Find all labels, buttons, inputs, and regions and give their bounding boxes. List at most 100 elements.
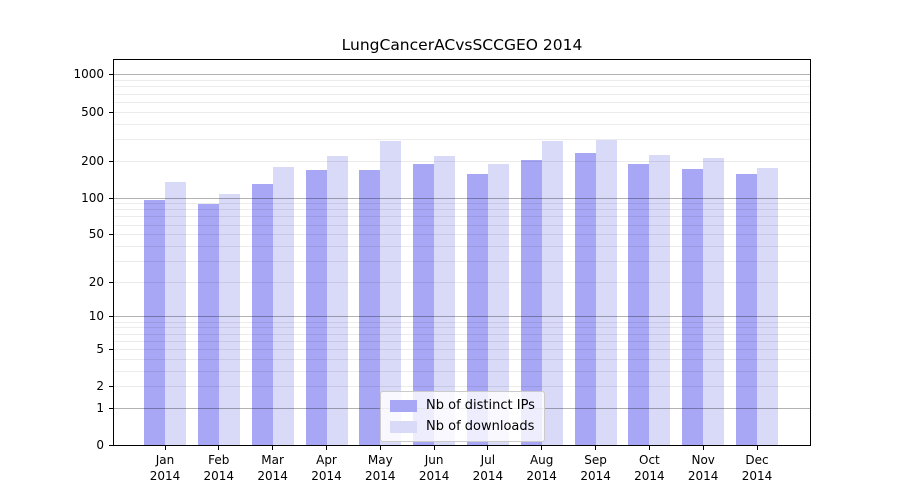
gridline-minor-5 bbox=[114, 348, 810, 350]
bar-downloads-may bbox=[380, 140, 402, 445]
gridline-minor-50 bbox=[114, 234, 810, 236]
x-tick-may bbox=[379, 446, 381, 450]
bar-distinct-ips-nov bbox=[682, 168, 704, 445]
gridline-minor-40 bbox=[114, 245, 810, 247]
gridline-minor-200 bbox=[114, 160, 810, 162]
gridline-minor-60 bbox=[114, 224, 810, 226]
bar-distinct-ips-aug bbox=[520, 159, 542, 445]
gridline-minor-70 bbox=[114, 216, 810, 218]
x-tick-jun bbox=[433, 446, 435, 450]
y-tick-1 bbox=[109, 407, 113, 409]
y-tick-label-20: 20 bbox=[88, 274, 104, 289]
gridline-minor-4 bbox=[114, 358, 810, 360]
bar-distinct-ips-feb bbox=[197, 203, 219, 445]
gridline-minor-9 bbox=[114, 321, 810, 323]
gridline-minor-300 bbox=[114, 138, 810, 140]
bar-distinct-ips-may bbox=[359, 169, 381, 445]
bar-distinct-ips-mar bbox=[251, 184, 273, 445]
y-tick-1000 bbox=[109, 74, 113, 76]
gridline-minor-2 bbox=[114, 386, 810, 388]
gridline-minor-30 bbox=[114, 260, 810, 262]
legend: Nb of distinct IPs Nb of downloads bbox=[380, 391, 545, 442]
y-tick-100 bbox=[109, 197, 113, 199]
y-tick-label-5: 5 bbox=[96, 341, 104, 356]
bar-downloads-jun bbox=[434, 156, 456, 445]
gridline-minor-20 bbox=[114, 281, 810, 283]
x-tick-label-jan: Jan 2014 bbox=[149, 453, 181, 483]
bar-downloads-feb bbox=[218, 194, 240, 445]
y-tick-label-50: 50 bbox=[88, 227, 104, 242]
x-tick-jul bbox=[487, 446, 489, 450]
y-tick-5 bbox=[109, 348, 113, 350]
x-tick-apr bbox=[326, 446, 327, 450]
y-tick-50 bbox=[109, 234, 113, 236]
bar-downloads-apr bbox=[326, 155, 348, 445]
bar-downloads-nov bbox=[703, 158, 725, 445]
x-tick-sep bbox=[595, 446, 597, 450]
gridline-major-10 bbox=[114, 316, 810, 318]
legend-label-distinct-ips: Nb of distinct IPs bbox=[426, 398, 535, 413]
bar-distinct-ips-dec bbox=[736, 173, 757, 445]
gridline-major-1000 bbox=[114, 74, 810, 76]
y-tick-200 bbox=[109, 160, 113, 162]
x-tick-label-oct: Oct 2014 bbox=[634, 453, 665, 483]
x-tick-label-may: May 2014 bbox=[365, 453, 396, 483]
y-tick-label-200: 200 bbox=[81, 153, 104, 168]
bar-distinct-ips-jan bbox=[144, 199, 165, 445]
y-tick-label-10: 10 bbox=[88, 309, 104, 324]
y-tick-label-500: 500 bbox=[81, 104, 104, 119]
chart-title: LungCancerACvsSCCGEO 2014 bbox=[341, 36, 583, 54]
x-tick-nov bbox=[702, 446, 704, 450]
x-tick-dec bbox=[756, 446, 758, 450]
gridline-minor-900 bbox=[114, 80, 810, 82]
gridline-minor-8 bbox=[114, 327, 810, 329]
bar-distinct-ips-jun bbox=[413, 163, 435, 445]
x-tick-label-jul: Jul 2014 bbox=[472, 453, 504, 483]
plot-area bbox=[113, 59, 811, 446]
gridline-minor-700 bbox=[114, 93, 810, 95]
bar-distinct-ips-jul bbox=[466, 173, 488, 445]
bar-downloads-jan bbox=[165, 182, 186, 445]
y-tick-label-0: 0 bbox=[96, 438, 104, 452]
y-tick-500 bbox=[109, 111, 113, 113]
x-tick-label-dec: Dec 2014 bbox=[741, 453, 773, 483]
gridline-major-100 bbox=[114, 197, 810, 199]
x-tick-label-feb: Feb 2014 bbox=[203, 453, 235, 483]
y-tick-2 bbox=[109, 386, 113, 388]
bar-downloads-sep bbox=[595, 140, 617, 445]
bar-downloads-jul bbox=[487, 164, 509, 445]
y-tick-label-100: 100 bbox=[81, 190, 104, 205]
legend-swatch-distinct-ips bbox=[390, 399, 417, 412]
y-tick-20 bbox=[109, 281, 113, 283]
x-tick-label-sep: Sep 2014 bbox=[580, 453, 611, 483]
bar-distinct-ips-apr bbox=[305, 169, 327, 445]
y-tick-label-1: 1 bbox=[96, 400, 104, 415]
bar-distinct-ips-sep bbox=[574, 152, 596, 445]
bar-distinct-ips-oct bbox=[628, 164, 650, 445]
y-tick-label-1000: 1000 bbox=[73, 67, 104, 82]
bar-downloads-mar bbox=[272, 167, 294, 445]
gridline-minor-600 bbox=[114, 101, 810, 103]
legend-label-downloads: Nb of downloads bbox=[426, 419, 535, 434]
bar-downloads-aug bbox=[541, 140, 563, 445]
x-tick-mar bbox=[272, 446, 274, 450]
x-tick-feb bbox=[218, 446, 220, 450]
gridline-minor-400 bbox=[114, 123, 810, 125]
x-tick-label-mar: Mar 2014 bbox=[257, 453, 288, 483]
legend-item-distinct-ips: Nb of distinct IPs bbox=[390, 398, 535, 413]
bar-downloads-dec bbox=[757, 168, 778, 445]
gridline-minor-6 bbox=[114, 340, 810, 342]
legend-swatch-downloads bbox=[390, 420, 417, 433]
gridline-minor-80 bbox=[114, 209, 810, 211]
gridline-minor-3 bbox=[114, 370, 810, 372]
gridline-minor-90 bbox=[114, 203, 810, 205]
gridline-minor-500 bbox=[114, 111, 810, 113]
grid-layer bbox=[114, 60, 810, 445]
bars-layer bbox=[114, 60, 810, 445]
gridline-minor-800 bbox=[114, 86, 810, 88]
x-tick-jan bbox=[164, 446, 166, 450]
bar-downloads-oct bbox=[649, 154, 671, 445]
y-tick-10 bbox=[109, 316, 113, 318]
y-tick-0 bbox=[109, 445, 113, 446]
